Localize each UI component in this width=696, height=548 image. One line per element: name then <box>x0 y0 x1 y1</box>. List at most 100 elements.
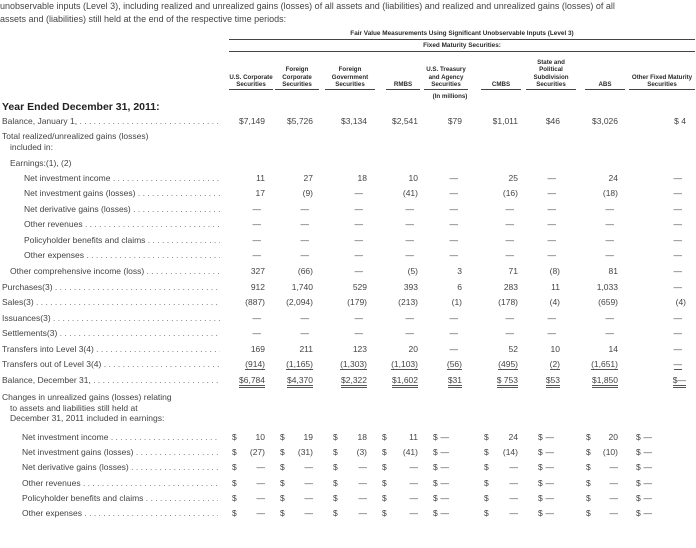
table-cell: — <box>358 493 368 503</box>
table-cell-value: $53 <box>545 375 560 388</box>
column-header: Other Fixed Maturity Securities <box>629 54 695 90</box>
dollar-sign: $ <box>333 447 338 457</box>
table-cell: 18 <box>357 432 367 442</box>
row-label-text: Sales(3) <box>2 297 34 307</box>
table-cell: — <box>449 204 459 214</box>
table-cell: — <box>256 493 266 503</box>
table-cell: 10 <box>550 344 560 354</box>
table-cell: — <box>409 493 419 503</box>
row-label-text: Transfers into Level 3(4) <box>2 344 94 354</box>
table-cell: — <box>449 328 459 338</box>
table-cell: — <box>547 250 557 260</box>
table-cell: (18) <box>602 188 618 198</box>
table-cell: — <box>509 462 519 472</box>
table-cell: $ 753 <box>472 374 518 388</box>
dollar-sign: $ <box>382 462 387 472</box>
dollar-sign: $ <box>382 508 387 518</box>
changes-row: Net investment gains (losses) . . . . . … <box>0 446 696 458</box>
dollar-sign: $ <box>333 432 338 442</box>
row-label-text: Balance, December 31, <box>2 375 91 385</box>
table-cell: — <box>673 282 683 292</box>
table-cell: — <box>545 508 555 518</box>
leader-dots: . . . . . . . . . . . . . . . . . . . . … <box>103 359 220 369</box>
column-header: CMBS <box>481 54 521 90</box>
row-label-text: Policyholder benefits and claims <box>24 235 146 245</box>
table-cell: 169 <box>250 344 265 354</box>
table-cell: (66) <box>297 266 313 276</box>
row-label-text: Total realized/unrealized gains (losses) <box>2 131 149 141</box>
row-label: Other expenses . . . . . . . . . . . . .… <box>22 507 218 519</box>
table-cell: 393 <box>403 282 418 292</box>
leader-dots: . . . . . . . . . . . . . . . . . . . . … <box>133 204 220 214</box>
table-cell: 18 <box>357 173 367 183</box>
leader-dots: . . . . . . . . . . . . . . . . . . . . … <box>53 313 220 323</box>
table-cell: — <box>300 204 310 214</box>
dollar-sign: $ <box>484 462 489 472</box>
dollar-sign: $ <box>636 478 641 488</box>
table-cell: 3 <box>457 266 462 276</box>
dollar-sign: $ <box>232 478 237 488</box>
changes-title: Changes in unrealized gains (losses) rel… <box>2 392 172 424</box>
table-cell: 19 <box>303 432 313 442</box>
row-label-text: Purchases(3) <box>2 282 53 292</box>
dollar-sign: $ <box>484 508 489 518</box>
table-cell: — <box>449 344 459 354</box>
row-label-text: Policyholder benefits and claims <box>22 493 144 503</box>
table-cell: — <box>545 493 555 503</box>
table-cell-value: (914) <box>245 359 265 370</box>
table-cell: $6,784 <box>219 374 265 388</box>
table-cell: — <box>354 266 364 276</box>
table-cell: — <box>673 173 683 183</box>
dollar-sign: $ <box>333 478 338 488</box>
table-row: Settlements(3) . . . . . . . . . . . . .… <box>0 327 696 339</box>
table-cell: — <box>300 250 310 260</box>
units-note: (In millions) <box>432 93 468 100</box>
table-cell: (10) <box>602 447 618 457</box>
leader-dots: . . . . . . . . . . . . . . . . . . . . … <box>82 478 218 488</box>
table-cell: — <box>605 313 615 323</box>
changes-title-line-2: to assets and liabilities still held at <box>10 402 138 413</box>
table-cell-value: $1,850 <box>592 375 618 388</box>
table-cell: — <box>358 478 368 488</box>
table-cell: — <box>673 204 683 214</box>
leader-dots: . . . . . . . . . . . . . . . . . . . . … <box>84 508 218 518</box>
intro-text: unobservable inputs (Level 3), including… <box>0 0 694 26</box>
table-cell: $ 4 <box>674 116 686 126</box>
table-cell: $— <box>640 374 686 388</box>
row-label-text: Other comprehensive income (loss) <box>10 266 145 276</box>
table-cell: (8) <box>549 266 560 276</box>
table-cell: — <box>354 235 364 245</box>
table-cell: $31 <box>416 374 462 388</box>
table-row: included in: <box>0 141 696 153</box>
table-cell-value: (56) <box>446 359 462 370</box>
table-cell-value: — <box>673 359 682 370</box>
table-cell: — <box>405 313 415 323</box>
dollar-sign: $ <box>232 493 237 503</box>
table-cell: — <box>609 508 619 518</box>
table-cell: — <box>605 328 615 338</box>
table-row: Policyholder benefits and claims . . . .… <box>0 234 696 246</box>
row-label-text: included in: <box>10 142 54 152</box>
table-cell: — <box>358 462 368 472</box>
table-cell: — <box>405 204 415 214</box>
table-cell: 327 <box>250 266 265 276</box>
leader-dots: . . . . . . . . . . . . . . . . . . . . … <box>96 344 220 354</box>
row-label: Earnings:(1), (2) <box>10 157 220 169</box>
row-label: Other expenses . . . . . . . . . . . . .… <box>24 249 220 261</box>
table-cell: (41) <box>402 188 418 198</box>
table-cell: 211 <box>299 344 313 354</box>
table-cell: — <box>643 508 653 518</box>
table-cell: — <box>304 478 314 488</box>
dollar-sign: $ <box>538 508 543 518</box>
table-cell: — <box>300 313 310 323</box>
row-label-text: Issuances(3) <box>2 313 51 323</box>
column-header-label: U.S. Treasury and Agency Securities <box>426 66 466 88</box>
table-cell: — <box>252 219 262 229</box>
row-label-text: Net investment gains (losses) <box>22 447 134 457</box>
table-cell: — <box>643 493 653 503</box>
table-cell: — <box>358 508 368 518</box>
table-cell: — <box>605 204 615 214</box>
table-cell: — <box>304 462 314 472</box>
dollar-sign: $ <box>433 447 438 457</box>
table-cell-value: $2,322 <box>341 375 367 388</box>
